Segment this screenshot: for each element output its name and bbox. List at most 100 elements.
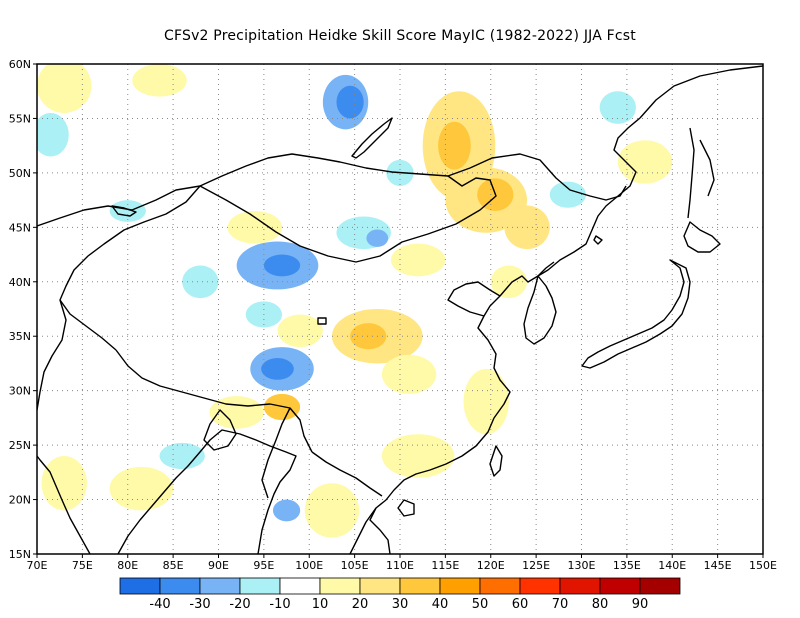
colorbar-label: -30	[189, 597, 210, 612]
coastline-bay-of-bengal	[117, 429, 297, 554]
lat-tick-label: 15N	[9, 548, 31, 561]
lat-tick-label: 30N	[9, 385, 31, 398]
skill-patch	[381, 434, 455, 478]
skill-patch	[599, 91, 636, 124]
colorbar-label: -10	[269, 597, 290, 612]
skill-patch	[109, 466, 174, 511]
skill-patch	[272, 499, 301, 522]
lat-tick-label: 50N	[9, 167, 31, 180]
lat-lon-grid	[37, 64, 763, 554]
border-korea-china	[537, 261, 555, 277]
skill-patch	[617, 140, 673, 184]
lat-tick-label: 40N	[9, 276, 31, 289]
border-himalaya	[115, 349, 313, 453]
skill-patch	[366, 229, 389, 247]
lake-baikal	[351, 117, 393, 159]
colorbar-swatch	[559, 577, 601, 595]
coastline-taiwan	[489, 445, 503, 477]
lon-tick-label: 120E	[477, 559, 505, 572]
skill-patch-layer	[37, 64, 673, 538]
lon-tick-label: 145E	[704, 559, 732, 572]
skill-patch	[438, 121, 471, 170]
border-india-pakistan	[37, 299, 67, 411]
coastline-layer	[37, 65, 763, 554]
lat-tick-label: 35N	[9, 330, 31, 343]
colorbar-label: 50	[472, 597, 489, 612]
lat-tick-label: 25N	[9, 439, 31, 452]
colorbar-label: 20	[352, 597, 369, 612]
lon-tick-label: 115E	[431, 559, 459, 572]
skill-patch	[549, 181, 587, 208]
skill-patch	[463, 368, 509, 435]
plot-title: CFSv2 Precipitation Heidke Skill Score M…	[164, 28, 636, 44]
colorbar-swatch	[319, 577, 361, 595]
lake-qinghai	[317, 317, 327, 325]
lat-tick-label: 45N	[9, 221, 31, 234]
skill-patch	[109, 200, 146, 222]
colorbar-swatch	[199, 577, 241, 595]
skill-patch	[132, 64, 187, 97]
skill-patch	[41, 456, 87, 511]
colorbar-label: 90	[632, 597, 649, 612]
skill-patch	[381, 354, 437, 394]
lon-tick-label: 130E	[568, 559, 596, 572]
lon-tick-label: 75E	[72, 559, 93, 572]
lake-khanka	[593, 235, 603, 245]
skill-patch	[304, 483, 360, 538]
skill-patch	[37, 113, 69, 157]
lon-tick-label: 125E	[522, 559, 550, 572]
coastline-indochina	[349, 507, 377, 554]
border-china-west	[59, 185, 201, 351]
colorbar: -40 -30 -20 -10 10 20 30 40 50 60 70 80 90	[119, 577, 681, 612]
lon-tick-label: 100E	[295, 559, 323, 572]
skill-patch	[159, 442, 205, 470]
coastline-kamchatka	[699, 139, 715, 197]
colorbar-swatch	[399, 577, 441, 595]
coastline-japan-honshu	[581, 259, 691, 369]
colorbar-label: 80	[592, 597, 609, 612]
lake-balkhash	[111, 205, 137, 217]
colorbar-swatch	[599, 577, 641, 595]
coastline-okhotsk	[639, 65, 763, 119]
lon-tick-label: 90E	[208, 559, 229, 572]
colorbar-swatch	[239, 577, 281, 595]
colorbar-label: 10	[312, 597, 329, 612]
lon-tick-label: 110E	[386, 559, 414, 572]
skill-patch	[350, 323, 387, 350]
lat-tick-label: 20N	[9, 494, 31, 507]
lat-tick-label: 55N	[9, 112, 31, 125]
border-myanmar	[261, 407, 291, 499]
skill-patch	[390, 243, 446, 277]
colorbar-swatch	[279, 577, 321, 595]
colorbar-label: -40	[149, 597, 170, 612]
colorbar-label: 70	[552, 597, 569, 612]
skill-patch	[37, 64, 92, 113]
coastline-japan-hokkaido	[683, 221, 721, 253]
colorbar-label: 40	[432, 597, 449, 612]
lon-tick-label: 85E	[163, 559, 184, 572]
coastline-korea	[523, 275, 557, 345]
lon-tick-label: 140E	[658, 559, 686, 572]
coastline-india-west	[37, 455, 91, 554]
skill-patch	[490, 265, 528, 299]
border-bangladesh	[203, 409, 237, 451]
lon-tick-label: 80E	[117, 559, 138, 572]
skill-patch	[261, 358, 294, 380]
skill-patch	[182, 265, 219, 299]
border-china-mongolia	[199, 175, 497, 263]
skill-patch	[336, 85, 364, 119]
skill-patch	[263, 254, 301, 277]
border-china-southeast-asia	[311, 451, 383, 497]
colorbar-swatch	[359, 577, 401, 595]
colorbar-swatch	[519, 577, 561, 595]
coastline-sakhalin	[687, 127, 695, 219]
colorbar-swatch	[639, 577, 681, 595]
lon-tick-label: 150E	[749, 559, 777, 572]
colorbar-swatch	[439, 577, 481, 595]
lon-tick-label: 95E	[253, 559, 274, 572]
lon-tick-label: 135E	[613, 559, 641, 572]
coastline-bohai	[447, 281, 501, 317]
lon-tick-label: 70E	[27, 559, 48, 572]
skill-patch	[227, 211, 283, 244]
